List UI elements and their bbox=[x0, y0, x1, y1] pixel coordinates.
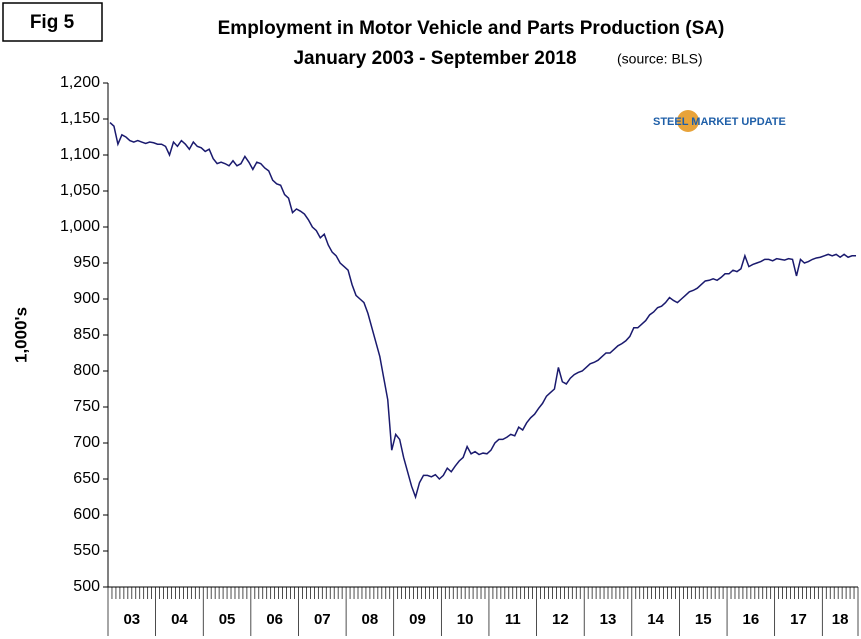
y-tick-label: 1,050 bbox=[60, 182, 100, 199]
y-tick-label: 850 bbox=[73, 326, 100, 343]
x-tick-label: 04 bbox=[171, 611, 188, 628]
y-tick-label: 900 bbox=[73, 290, 100, 307]
y-tick-label: 550 bbox=[73, 542, 100, 559]
chart-title: Employment in Motor Vehicle and Parts Pr… bbox=[218, 18, 725, 39]
y-tick-label: 950 bbox=[73, 254, 100, 271]
fig-box bbox=[2, 2, 103, 42]
x-tick-label: 16 bbox=[743, 611, 760, 628]
x-tick-label: 14 bbox=[647, 611, 664, 628]
y-tick-label: 800 bbox=[73, 362, 100, 379]
logo: STEEL MARKET UPDATE bbox=[653, 116, 786, 128]
x-tick-label: 08 bbox=[362, 611, 379, 628]
y-tick-label: 1,100 bbox=[60, 146, 100, 163]
x-tick-label: 03 bbox=[123, 611, 140, 628]
y-tick-label: 700 bbox=[73, 434, 100, 451]
y-tick-label: 750 bbox=[73, 398, 100, 415]
logo-icon bbox=[677, 110, 699, 132]
x-tick-label: 15 bbox=[695, 611, 712, 628]
x-tick-label: 18 bbox=[832, 611, 849, 628]
x-tick-label: 12 bbox=[552, 611, 569, 628]
x-tick-label: 13 bbox=[600, 611, 617, 628]
x-tick-label: 06 bbox=[266, 611, 283, 628]
x-tick-label: 05 bbox=[219, 611, 236, 628]
x-tick-label: 17 bbox=[790, 611, 807, 628]
y-tick-label: 1,200 bbox=[60, 74, 100, 91]
x-tick-label: 09 bbox=[409, 611, 426, 628]
y-tick-label: 1,150 bbox=[60, 110, 100, 127]
x-tick-label: 11 bbox=[505, 611, 521, 628]
y-tick-label: 600 bbox=[73, 506, 100, 523]
x-tick-label: 07 bbox=[314, 611, 331, 628]
y-axis-label: 1,000's bbox=[11, 307, 30, 363]
chart-subtitle: January 2003 - September 2018 bbox=[293, 48, 576, 69]
y-tick-label: 650 bbox=[73, 470, 100, 487]
source: (source: BLS) bbox=[617, 51, 703, 67]
x-tick-label: 10 bbox=[457, 611, 474, 628]
y-tick-label: 1,000 bbox=[60, 218, 100, 235]
line bbox=[109, 122, 857, 500]
y-tick-label: 500 bbox=[73, 578, 100, 595]
fig-label: Fig 5 bbox=[30, 12, 75, 33]
